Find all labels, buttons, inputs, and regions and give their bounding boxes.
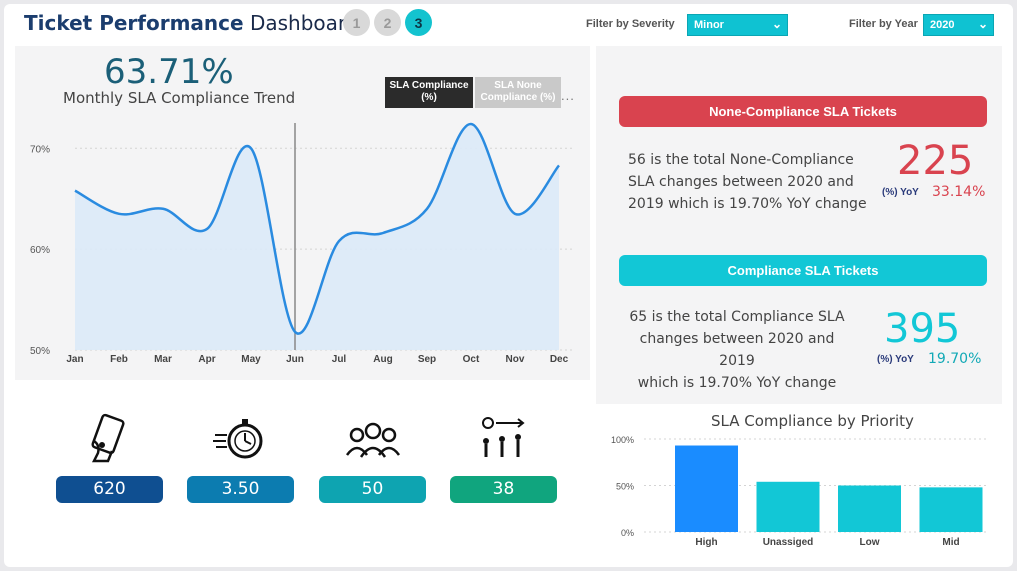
noncompliance-banner: None-Compliance SLA Tickets [619,96,987,127]
y-tick-label: 100% [611,435,634,445]
priority-bar-chart: 0% 50% 100% High Unassiged Low Mid [611,435,988,548]
compliance-yoy-label: (%) YoY [877,354,914,365]
page-2-button[interactable]: 2 [374,9,401,36]
year-filter-label: Filter by Year [849,18,918,30]
total-agent-value: 50 [319,476,426,503]
trend-area-fill [75,124,559,351]
sla-none-compliance-toggle[interactable]: SLA None Compliance (%) [475,77,561,108]
trend-series-line [74,122,560,335]
x-tick-label: Jul [332,354,347,365]
bar [838,485,901,532]
bar [919,487,983,532]
bar [675,445,738,532]
x-tick-label: Nov [506,354,525,365]
y-tick-label: 60% [30,245,50,256]
noncompliance-yoy-value: 33.14% [932,184,986,200]
bar [756,481,820,532]
trend-chart-title: Monthly SLA Compliance Trend [63,89,296,107]
severity-filter-label: Filter by Severity [586,18,675,30]
year-filter-select[interactable]: 2020 ⌄ [923,14,994,36]
compliance-banner: Compliance SLA Tickets [619,255,987,286]
y-tick-label: 0% [621,528,634,538]
y-tick-label: 50% [30,346,50,357]
x-tick-label: Low [860,537,880,548]
agent-age-icon [482,417,525,457]
ticket-icon [91,413,125,463]
x-tick-label: Jan [66,354,83,365]
severity-filter-select[interactable]: Minor ⌄ [687,14,788,36]
page-title-bold: Ticket Performance [24,11,244,35]
x-tick-label: Sep [418,354,436,365]
compliance-description: 65 is the total Compliance SLA changes b… [626,306,848,394]
total-agent-label: Total Agent [343,515,403,527]
compliance-yoy-value: 19.70% [928,351,982,367]
noncompliance-line-1: 56 is the total None-Compliance [628,152,854,168]
noncompliance-total: 225 [897,138,974,184]
sla-compliance-toggle[interactable]: SLA Compliance (%) [385,77,473,108]
x-tick-label: May [241,354,261,365]
trend-line-chart: 50% 60% 70% Jan Feb Mar Apr May Jun Jul Aug Sep Oct N… [30,122,573,365]
compliance-line-2: changes between 2020 and 2019 [639,331,835,369]
priority-chart-title: SLA Compliance by Priority [711,412,914,430]
x-tick-label: High [695,537,717,548]
kpi-card-total-ticket: 620 Total Ticket [48,397,172,557]
kpi-card-avg-agent-age: 38 Avg. Agent Age [442,397,566,557]
avg-resolution-time-label: Avg. Resolution Time [185,515,297,527]
x-tick-label: Mid [942,537,959,548]
stopwatch-icon [213,419,263,459]
page-title: Ticket Performance Dashboard [24,11,358,35]
kpi-card-avg-resolution-time: 3.50 Avg. Resolution Time [179,397,303,557]
compliance-line-3: which is 19.70% YoY change [637,375,837,391]
noncompliance-yoy-label: (%) YoY [882,187,919,198]
avg-agent-age-label: Avg. Agent Age [463,515,545,527]
x-tick-label: Mar [154,354,172,365]
x-tick-label: Apr [198,354,215,365]
x-tick-label: Oct [463,354,480,365]
avg-agent-age-value: 38 [450,476,557,503]
compliance-line-1: 65 is the total Compliance SLA [629,309,845,325]
severity-filter-value: Minor [694,19,724,31]
sla-compliance-value: 63.71% [104,52,234,92]
x-tick-label: Aug [373,354,392,365]
noncompliance-line-3: 2019 which is 19.70% YoY change [628,196,867,212]
page-3-button[interactable]: 3 [405,9,432,36]
compliance-total: 395 [884,306,961,352]
page-1-button[interactable]: 1 [343,9,370,36]
total-ticket-value: 620 [56,476,163,503]
chevron-down-icon: ⌄ [771,17,782,31]
x-tick-label: Unassiged [763,537,814,548]
x-tick-label: Dec [550,354,569,365]
kpi-card-total-agent: 50 Total Agent [311,397,435,557]
x-tick-label: Feb [110,354,128,365]
x-tick-label: Jun [286,354,304,365]
page-title-rest: Dashboard [249,11,359,35]
agents-icon [345,422,401,458]
year-filter-value: 2020 [930,19,955,31]
y-tick-label: 70% [30,144,50,155]
chevron-down-icon: ⌄ [977,17,988,31]
noncompliance-line-2: SLA changes between 2020 and [628,174,854,190]
y-tick-label: 50% [616,482,634,492]
noncompliance-description: 56 is the total None-Compliance SLA chan… [628,149,867,215]
avg-resolution-time-value: 3.50 [187,476,294,503]
total-ticket-label: Total Ticket [79,515,141,527]
page-navigator: 1 2 3 [343,9,432,36]
more-options-icon[interactable]: ... [561,88,575,103]
